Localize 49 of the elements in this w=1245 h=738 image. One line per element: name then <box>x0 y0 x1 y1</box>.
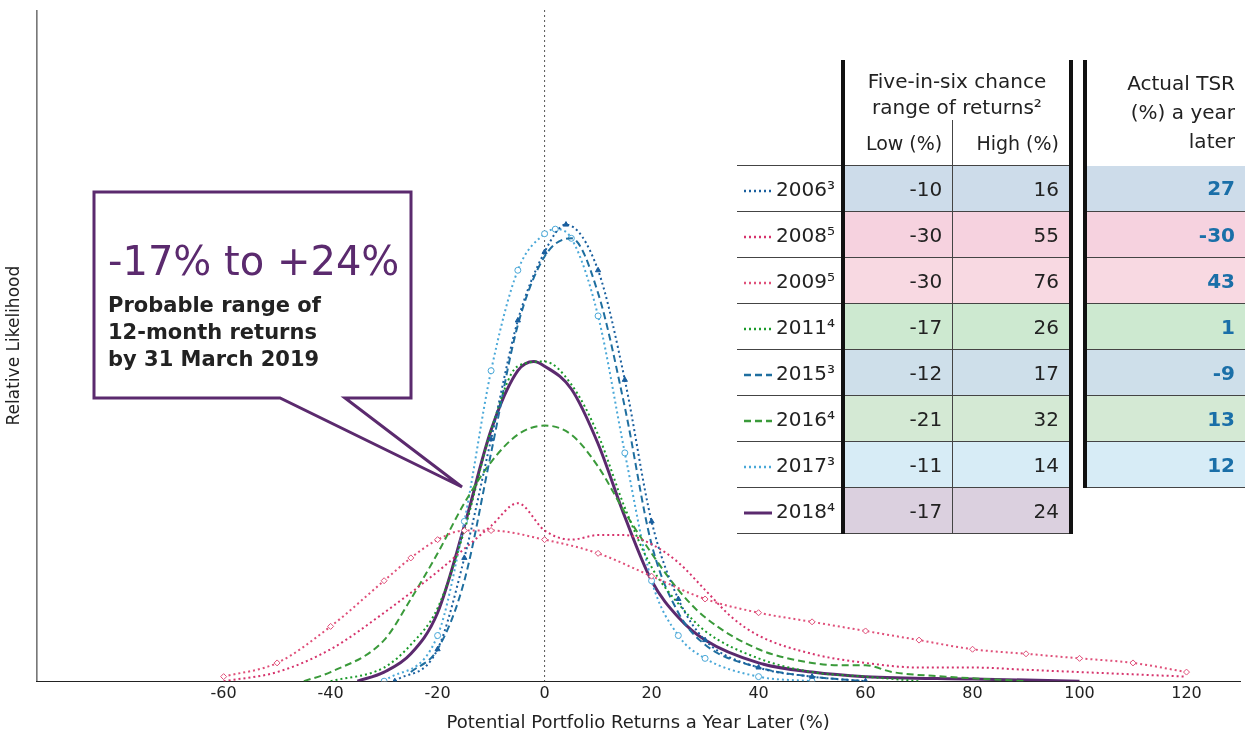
annotation: 55 <box>952 211 1071 258</box>
annotation: 17 <box>952 349 1071 396</box>
annotation: 24 <box>952 487 1071 534</box>
annotation: -17% to +24% <box>108 238 400 284</box>
text: Actual TSR (%) a year later <box>1127 71 1235 154</box>
text: Low (%) <box>865 131 943 154</box>
text: Five-in-six chance range of returns² <box>867 69 1047 119</box>
annotation: 14 <box>952 441 1071 488</box>
annotation: 76 <box>952 257 1071 304</box>
legend-label: 2011⁴ <box>776 314 835 339</box>
annotation: 12 <box>1085 441 1245 488</box>
annotation: -17 <box>842 303 953 350</box>
text: 27 <box>1207 176 1235 201</box>
legend-label: 2018⁴ <box>776 498 835 523</box>
annotation: 43 <box>1085 257 1245 304</box>
x-tick-label: 120 <box>1171 682 1202 702</box>
x-tick-label: 20 <box>641 682 662 702</box>
annotation: -30 <box>1085 211 1245 258</box>
annotation: -11 <box>842 441 953 488</box>
text: -10 <box>909 176 943 201</box>
annotation: 13 <box>1085 395 1245 442</box>
annotation: 1 <box>1085 303 1245 350</box>
x-tick-label: 0 <box>539 682 550 702</box>
x-tick-label: 60 <box>855 682 876 702</box>
annotation: -30 <box>842 257 953 304</box>
legend-label: 2009⁵ <box>776 268 835 293</box>
annotation: 32 <box>952 395 1071 442</box>
annotation: -21 <box>842 395 953 442</box>
x-tick-label: 40 <box>748 682 769 702</box>
annotation: -30 <box>842 211 953 258</box>
x-tick-label: 80 <box>962 682 983 702</box>
text: High (%) <box>976 131 1059 154</box>
annotation: 26 <box>952 303 1071 350</box>
x-tick-label: -60 <box>210 682 237 702</box>
annotation: Probable range of 12-month returns by 31 March 2019 <box>108 292 322 373</box>
legend-label: 2017³ <box>776 452 835 477</box>
x-axis-title: Potential Portfolio Returns a Year Later (%) <box>446 710 830 732</box>
y-axis-title: Relative Likelihood <box>2 265 23 426</box>
x-tick-label: -40 <box>317 682 344 702</box>
x-tick-label: 100 <box>1064 682 1095 702</box>
text: 16 <box>1033 176 1059 201</box>
legend-label: 2015³ <box>776 360 835 385</box>
annotation: -9 <box>1085 349 1245 396</box>
legend-label: 2006³ <box>776 176 835 201</box>
annotation: -17 <box>842 487 953 534</box>
x-tick-label: -20 <box>424 682 451 702</box>
legend-label: 2008⁵ <box>776 222 835 247</box>
annotation: -12 <box>842 349 953 396</box>
legend-label: 2016⁴ <box>776 406 835 431</box>
